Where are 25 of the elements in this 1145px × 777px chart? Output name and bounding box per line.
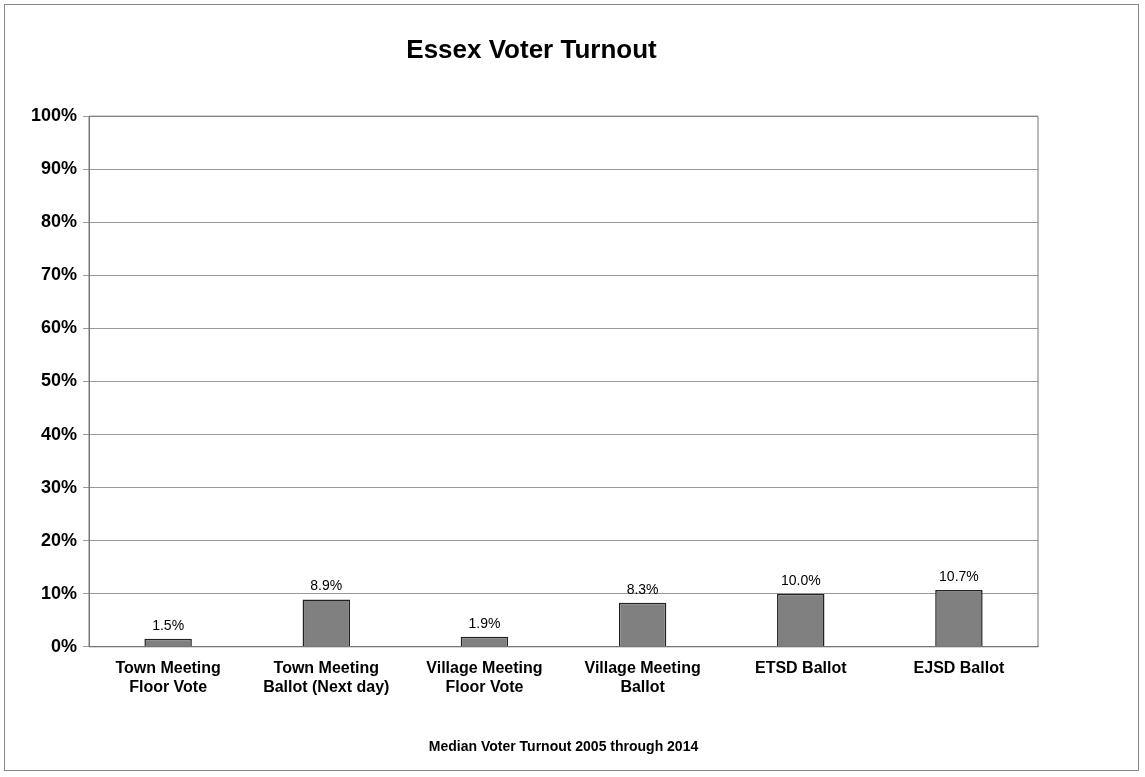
y-tick-label: 100%	[30, 105, 78, 126]
x-tick-label: Village Meeting Ballot	[584, 658, 701, 696]
x-tick-label: ETSD Ballot	[754, 658, 848, 676]
y-tick-label: 70%	[41, 264, 78, 285]
data-label: 10.7%	[939, 567, 979, 584]
x-tick-label: Village Meeting Floor Vote	[426, 658, 543, 696]
x-tick-label: Town Meeting Ballot (Next day)	[263, 658, 390, 696]
chart-title: Essex Voter Turnout	[406, 33, 658, 64]
y-tick-label: 20%	[41, 529, 78, 550]
data-label: 8.3%	[626, 580, 659, 597]
y-tick-label: 10%	[41, 582, 78, 603]
data-label: 8.9%	[310, 577, 343, 594]
y-tick-label: 0%	[51, 635, 78, 656]
y-tick-label: 50%	[41, 370, 78, 391]
y-tick-label: 90%	[41, 158, 78, 179]
x-tick-label: EJSD Ballot	[913, 658, 1005, 676]
data-label: 1.5%	[152, 616, 185, 633]
data-label: 1.9%	[468, 614, 501, 631]
y-tick-label: 30%	[41, 476, 78, 497]
data-label: 10.0%	[780, 571, 821, 588]
y-tick-label: 80%	[41, 211, 78, 232]
x-tick-label: Town Meeting Floor Vote	[115, 658, 221, 696]
x-axis-title: Median Voter Turnout 2005 through 2014	[428, 738, 699, 755]
y-tick-label: 40%	[41, 423, 78, 444]
y-tick-label: 60%	[41, 317, 78, 338]
